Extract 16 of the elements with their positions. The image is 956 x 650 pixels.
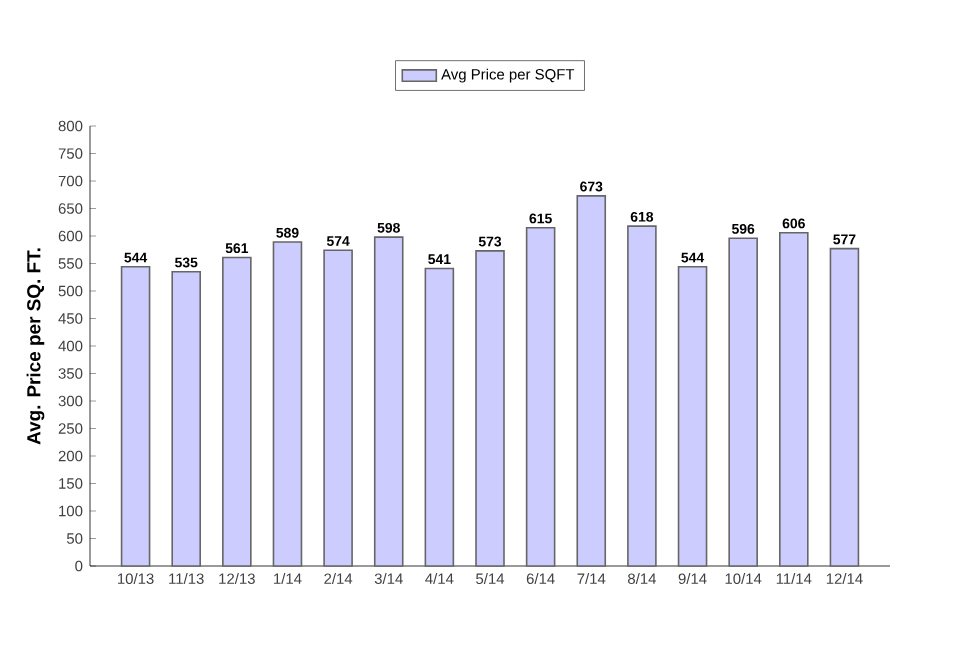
bar [424, 267, 455, 567]
y-axis-title: Avg. Price per SQ. FT. [26, 248, 45, 445]
bar [779, 231, 809, 567]
bar [373, 236, 404, 567]
bar [323, 249, 353, 567]
bar [171, 270, 201, 567]
bar [576, 195, 607, 567]
bar [677, 266, 708, 567]
bar [525, 226, 556, 567]
bar [728, 237, 758, 567]
bar [222, 256, 252, 567]
bar [627, 225, 657, 567]
bar [475, 250, 505, 567]
bar [829, 247, 860, 567]
bar [272, 241, 303, 567]
bar [120, 266, 151, 567]
